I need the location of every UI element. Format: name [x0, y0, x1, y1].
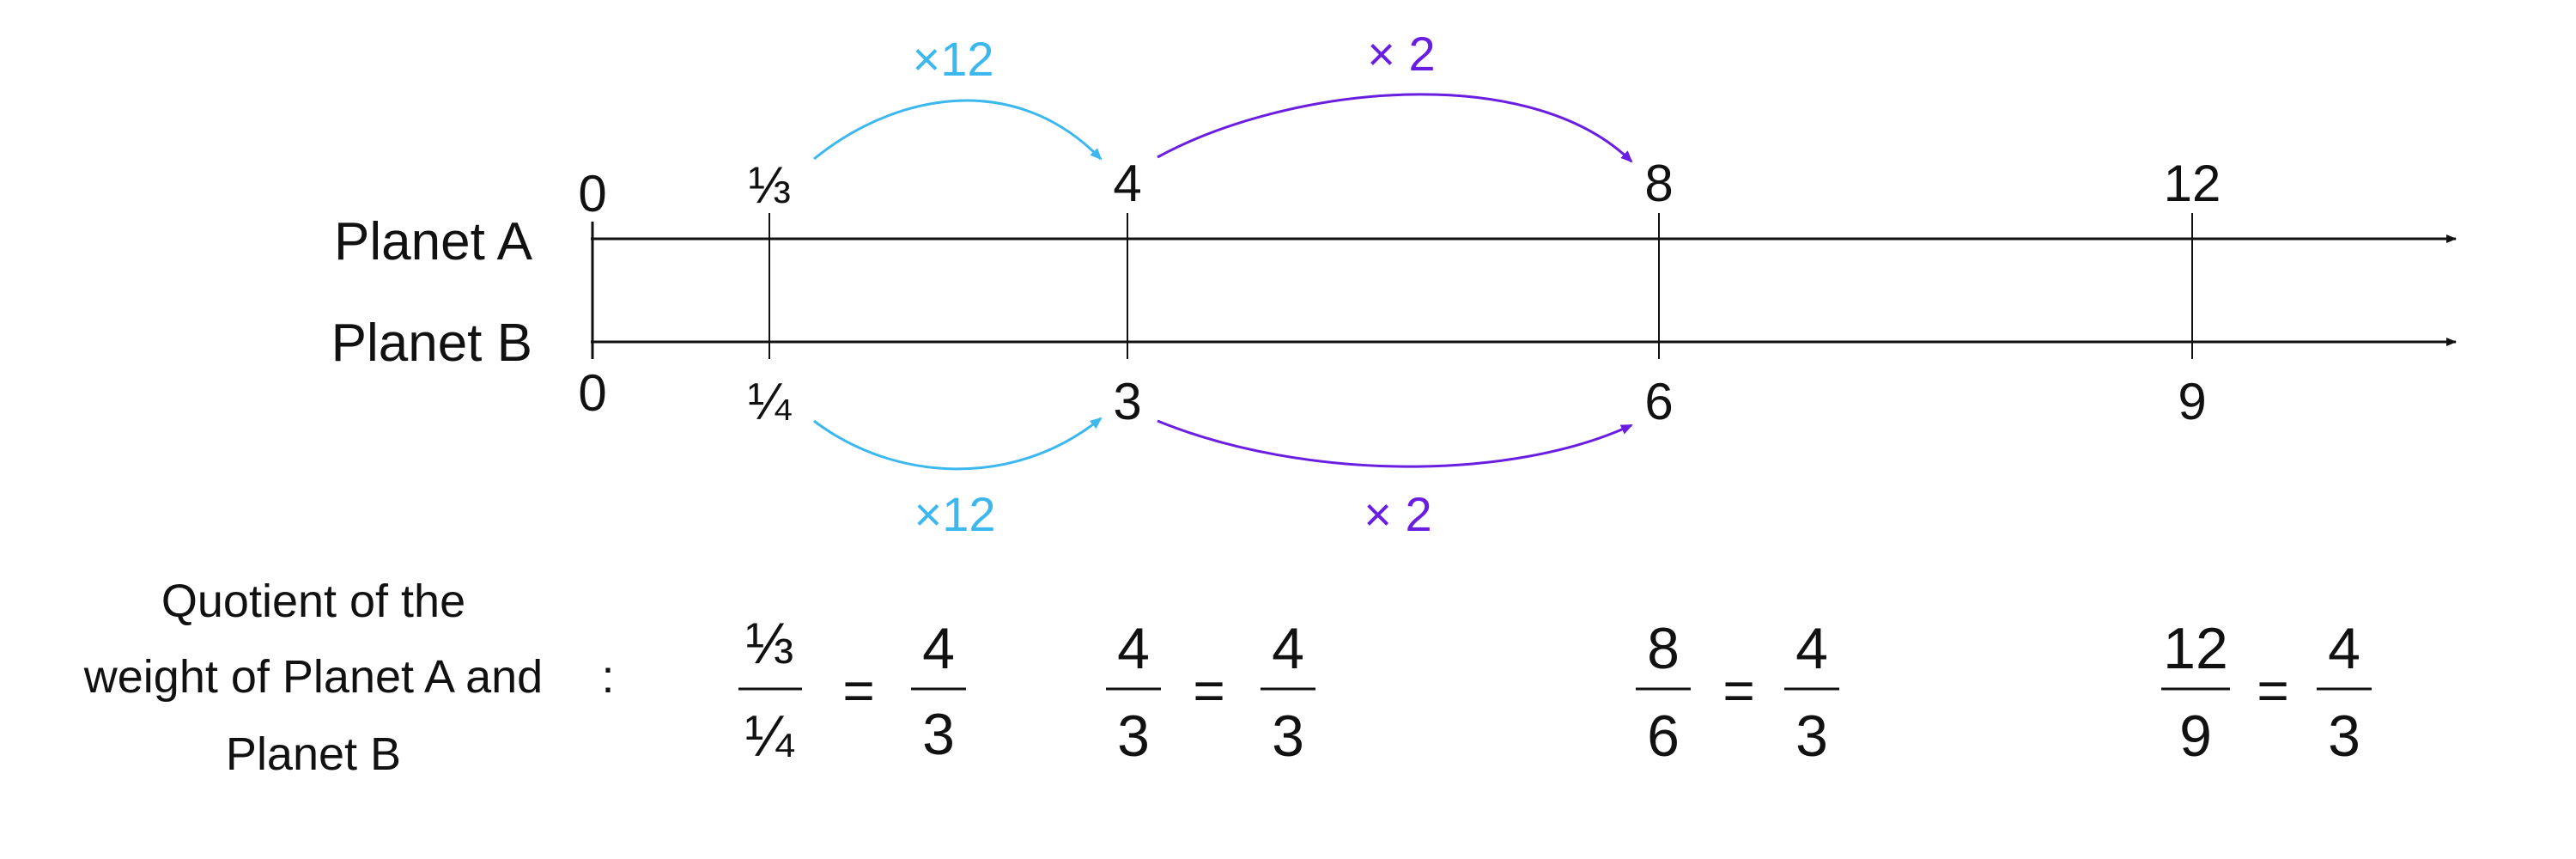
top-x2-label: × 2: [1367, 27, 1435, 81]
equals-sign: =: [1722, 660, 1754, 722]
top-x12-arrow: [813, 99, 1103, 161]
fraction-numerator: 12: [2163, 616, 2228, 681]
planet-b-tick-label: 6: [1644, 373, 1673, 430]
fraction-numerator: 4: [922, 616, 955, 681]
quotient-equation: 4 3 = 4 3: [1106, 616, 1315, 769]
quotient-colon: :: [601, 651, 614, 703]
planet-b-tick-label: 3: [1113, 373, 1141, 430]
bottom-x12-label: ×12: [914, 487, 996, 541]
planet-b-tick-label: ¼: [748, 373, 792, 430]
top-x12-label: ×12: [913, 32, 994, 86]
quotient-equation: ⅓ ¼ = 4 3: [738, 611, 966, 769]
planet-a-tick-label: 0: [578, 165, 606, 222]
fraction-denominator: 3: [1795, 704, 1828, 769]
quotient-equation: 12 9 = 4 3: [2161, 616, 2372, 769]
fraction-numerator: 8: [1647, 616, 1680, 681]
quotient-label-line: weight of Planet A and: [83, 651, 543, 703]
fraction-denominator: 3: [1272, 704, 1304, 769]
fraction-denominator: ¼: [745, 704, 795, 769]
fraction-denominator: 3: [922, 702, 955, 767]
fraction-denominator: 6: [1647, 704, 1680, 769]
top-x2-arrow: [1157, 93, 1633, 163]
fraction-numerator: ⅓: [745, 611, 794, 676]
quotient-label-line: Planet B: [226, 728, 401, 780]
planet-a-label: Planet A: [334, 212, 533, 271]
planet-b-label: Planet B: [331, 314, 532, 373]
bottom-x2-label: × 2: [1364, 487, 1431, 541]
bottom-x2-arrow: [1157, 419, 1633, 468]
fraction-denominator: 3: [1117, 704, 1150, 769]
fraction-numerator: 4: [2328, 616, 2360, 681]
planet-b-tick-label: 9: [2178, 373, 2206, 430]
planet-a-tick-label: 8: [1644, 155, 1673, 212]
fraction-numerator: 4: [1117, 616, 1150, 681]
equals-sign: =: [1193, 660, 1224, 722]
equals-sign: =: [842, 660, 874, 722]
planet-a-tick-label: 4: [1113, 155, 1141, 212]
fraction-numerator: 4: [1795, 616, 1828, 681]
planet-b-tick-label: 0: [578, 364, 606, 422]
planet-a-tick-label: 12: [2164, 155, 2221, 212]
fraction-numerator: 4: [1272, 616, 1304, 681]
fraction-denominator: 3: [2328, 704, 2360, 769]
equals-sign: =: [2257, 660, 2288, 722]
quotient-equation: 8 6 = 4 3: [1636, 616, 1839, 769]
planet-a-tick-label: ⅓: [748, 156, 791, 214]
quotient-label-line: Quotient of the: [161, 576, 465, 627]
fraction-denominator: 9: [2179, 704, 2212, 769]
bottom-x12-arrow: [813, 417, 1103, 471]
